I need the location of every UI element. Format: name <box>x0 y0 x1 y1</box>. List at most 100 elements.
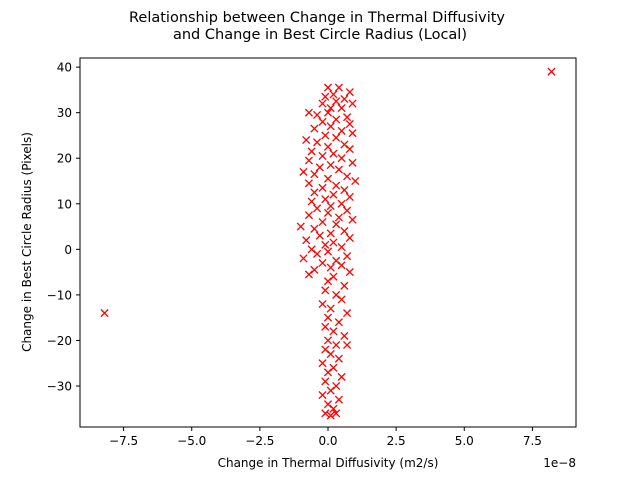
scatter-point-x-marker <box>304 211 313 220</box>
scatter-point-x-marker <box>326 263 335 272</box>
scatter-point-x-marker <box>318 151 327 161</box>
scatter-point-x-marker <box>345 119 354 129</box>
scatter-point-x-marker <box>337 295 346 304</box>
scatter-point-x-marker <box>321 322 330 331</box>
scatter-point-x-marker <box>313 249 322 258</box>
scatter-point-x-marker <box>343 206 352 215</box>
scatter-point-x-marker <box>304 270 313 279</box>
scatter-point-x-marker <box>318 183 327 192</box>
scatter-point-x-marker <box>334 354 343 363</box>
scatter-point-x-marker <box>321 409 330 418</box>
x-axis-label: Change in Thermal Diffusivity (m2/s) <box>218 456 439 470</box>
y-axis-ticks: −30 −20 −10 0 10 20 30 40 <box>47 61 80 394</box>
scatter-point-x-marker <box>323 277 333 286</box>
y-tick-label: 0 <box>64 243 72 257</box>
scatter-point-x-marker <box>332 220 341 229</box>
scatter-point-x-marker <box>326 104 335 113</box>
scatter-point-x-marker <box>310 224 319 233</box>
scatter-point-x-marker <box>318 299 327 309</box>
scatter-point-x-marker <box>334 395 343 404</box>
scatter-point-x-marker <box>329 238 338 247</box>
scatter-point-x-marker <box>329 190 338 199</box>
scatter-point-x-marker <box>337 372 346 381</box>
scatter-point-x-marker <box>318 99 327 108</box>
scatter-point-x-marker <box>321 195 330 204</box>
scatter-point-x-marker <box>334 165 343 174</box>
x-tick-label: 7.5 <box>523 434 542 448</box>
scatter-point-x-marker <box>100 309 109 318</box>
scatter-point-x-marker <box>348 158 357 167</box>
scatter-point-x-marker <box>310 124 319 133</box>
scatter-point-x-marker <box>310 188 319 197</box>
scatter-point-x-marker <box>323 247 333 256</box>
scatter-point-x-marker <box>351 176 360 186</box>
scatter-point-x-marker <box>345 233 354 243</box>
scatter-point-x-marker <box>329 90 338 99</box>
x-axis-ticks: −7.5 −5.0 −2.5 0.0 2.5 5.0 7.5 <box>109 427 542 448</box>
x-tick-label: −2.5 <box>245 434 274 448</box>
scatter-point-x-marker <box>332 97 341 106</box>
scatter-point-x-marker <box>326 304 335 313</box>
scatter-point-x-marker <box>332 340 341 350</box>
chart-title-line-2: and Change in Best Circle Radius (Local) <box>173 27 467 43</box>
data-points <box>100 67 556 420</box>
scatter-point-x-marker <box>321 377 330 386</box>
scatter-point-x-marker <box>340 94 349 104</box>
scatter-point-x-marker <box>318 117 327 126</box>
scatter-point-x-marker <box>345 192 354 202</box>
scatter-point-x-marker <box>345 145 354 154</box>
scatter-point-x-marker <box>326 122 335 131</box>
scatter-point-x-marker <box>323 336 333 345</box>
scatter-point-x-marker <box>326 411 335 420</box>
scatter-point-x-marker <box>337 242 346 252</box>
y-tick-label: 20 <box>57 152 72 166</box>
scatter-point-x-marker <box>332 133 341 142</box>
scatter-point-x-marker <box>348 99 357 108</box>
scatter-point-x-marker <box>318 258 327 268</box>
scatter-point-x-marker <box>326 160 335 170</box>
scatter-point-x-marker <box>337 126 346 135</box>
scatter-point-x-marker <box>348 129 357 138</box>
scatter-point-x-marker <box>323 368 333 377</box>
scatter-point-x-marker <box>321 92 330 101</box>
scatter-point-x-marker <box>323 313 333 322</box>
y-tick-label: −20 <box>47 334 72 348</box>
scatter-point-x-marker <box>313 138 322 147</box>
scatter-point-x-marker <box>340 227 349 236</box>
scatter-point-x-marker <box>329 149 338 158</box>
scatter-point-x-marker <box>313 204 322 213</box>
scatter-point-x-marker <box>299 254 308 263</box>
scatter-point-x-marker <box>334 83 343 92</box>
plot-frame <box>79 57 577 428</box>
scatter-point-x-marker <box>313 110 322 120</box>
scatter-point-x-marker <box>302 236 311 245</box>
scatter-point-x-marker <box>304 108 313 117</box>
x-tick-label: 0.0 <box>318 434 337 448</box>
scatter-point-x-marker <box>337 199 346 208</box>
y-tick-label: −10 <box>47 288 72 302</box>
y-axis-label: Change in Best Circle Radius (Pixels) <box>20 132 34 352</box>
y-tick-label: 40 <box>57 61 72 75</box>
scatter-point-x-marker <box>296 222 305 231</box>
scatter-point-x-marker <box>337 104 346 113</box>
scatter-point-x-marker <box>345 88 354 97</box>
scatter-point-x-marker <box>326 229 335 238</box>
x-tick-label: −7.5 <box>109 434 138 448</box>
scatter-point-x-marker <box>326 201 335 211</box>
scatter-point-x-marker <box>343 252 352 261</box>
scatter-point-x-marker <box>340 186 349 195</box>
scatter-point-x-marker <box>323 108 333 117</box>
scatter-point-x-marker <box>340 281 349 290</box>
scatter-point-x-marker <box>323 174 333 183</box>
scatter-point-x-marker <box>321 240 330 249</box>
scatter-point-x-marker <box>547 67 556 76</box>
scatter-point-x-marker <box>332 409 341 418</box>
scatter-point-x-marker <box>302 135 311 145</box>
scatter-point-x-marker <box>334 213 343 222</box>
chart-title-line-1: Relationship between Change in Thermal D… <box>129 10 505 26</box>
scatter-point-x-marker <box>343 172 352 181</box>
scatter-point-x-marker <box>329 404 338 413</box>
scatter-point-x-marker <box>307 147 316 156</box>
scatter-point-x-marker <box>315 163 324 172</box>
scatter-point-x-marker <box>304 156 313 165</box>
